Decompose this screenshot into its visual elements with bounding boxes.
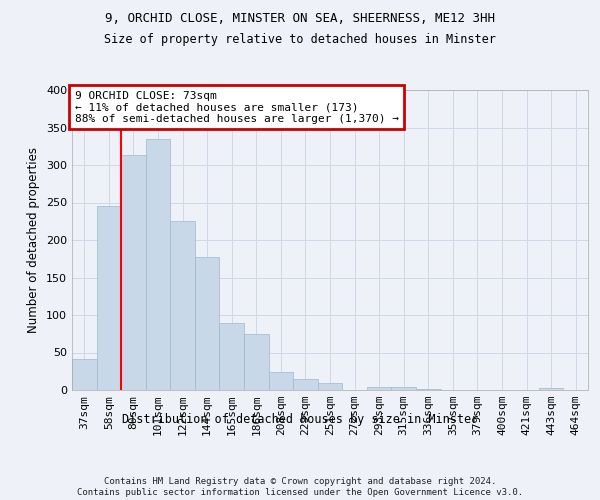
Text: Distribution of detached houses by size in Minster: Distribution of detached houses by size … bbox=[122, 412, 478, 426]
Bar bbox=[195, 256, 220, 390]
Bar bbox=[318, 383, 342, 390]
Bar bbox=[391, 387, 416, 390]
Bar bbox=[539, 388, 563, 390]
Text: Contains HM Land Registry data © Crown copyright and database right 2024.
Contai: Contains HM Land Registry data © Crown c… bbox=[77, 478, 523, 497]
Y-axis label: Number of detached properties: Number of detached properties bbox=[28, 147, 40, 333]
Bar bbox=[244, 334, 269, 390]
Bar bbox=[416, 388, 440, 390]
Bar bbox=[170, 220, 195, 390]
Text: 9 ORCHID CLOSE: 73sqm
← 11% of detached houses are smaller (173)
88% of semi-det: 9 ORCHID CLOSE: 73sqm ← 11% of detached … bbox=[74, 90, 398, 124]
Bar bbox=[293, 379, 318, 390]
Bar bbox=[97, 206, 121, 390]
Bar bbox=[220, 322, 244, 390]
Bar bbox=[367, 387, 391, 390]
Bar bbox=[269, 372, 293, 390]
Text: 9, ORCHID CLOSE, MINSTER ON SEA, SHEERNESS, ME12 3HH: 9, ORCHID CLOSE, MINSTER ON SEA, SHEERNE… bbox=[105, 12, 495, 26]
Bar bbox=[121, 155, 146, 390]
Bar bbox=[146, 138, 170, 390]
Bar bbox=[72, 358, 97, 390]
Text: Size of property relative to detached houses in Minster: Size of property relative to detached ho… bbox=[104, 32, 496, 46]
